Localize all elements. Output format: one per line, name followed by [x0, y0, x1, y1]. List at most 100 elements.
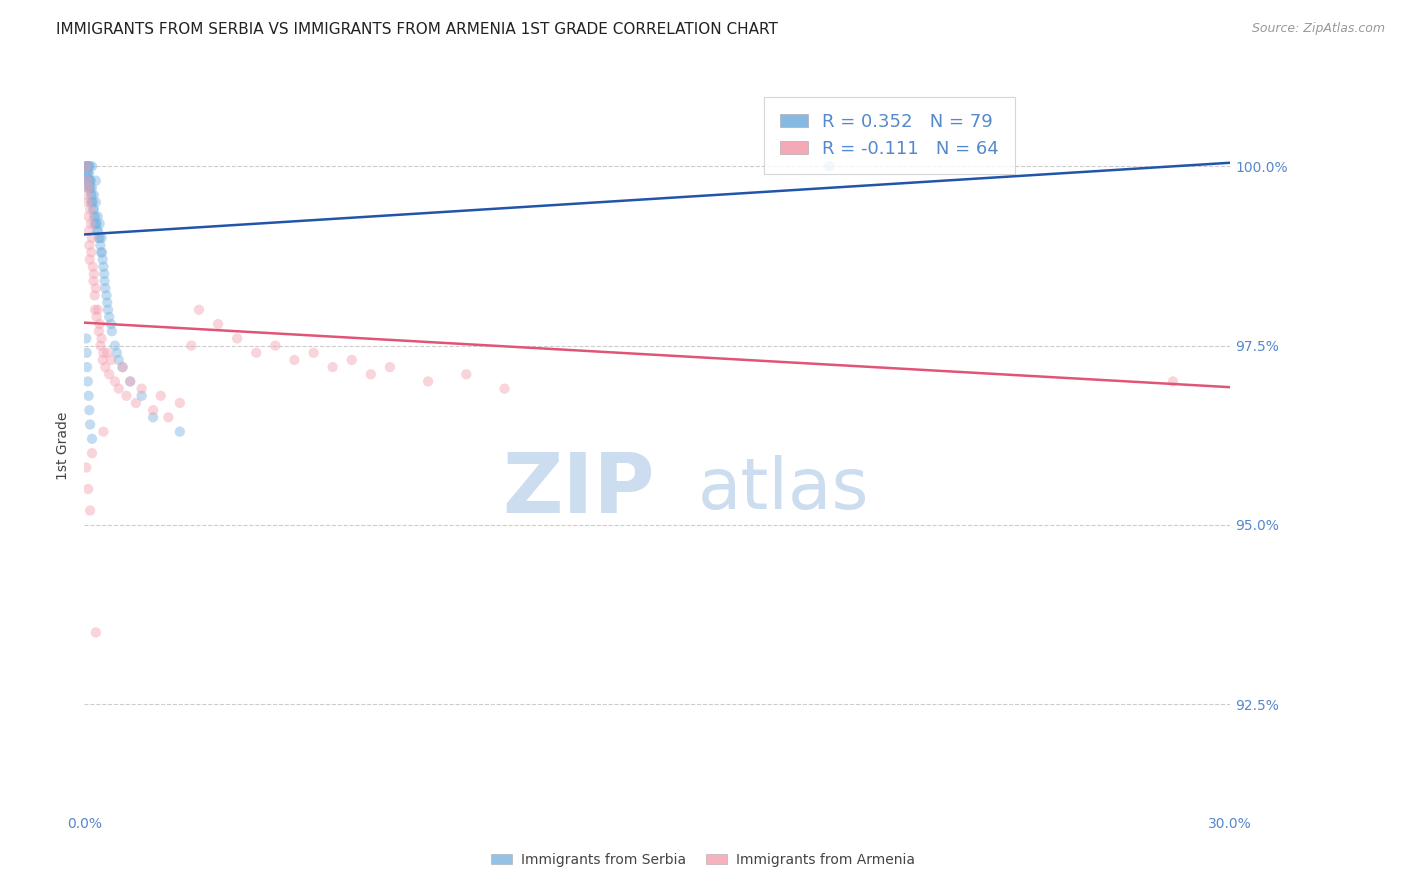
- Point: [115, 389, 138, 403]
- Point: [83, 217, 105, 231]
- Point: [86, 224, 108, 238]
- Point: [76, 360, 98, 375]
- Point: [79, 238, 101, 252]
- Point: [360, 368, 382, 382]
- Legend: R = 0.352   N = 79, R = -0.111   N = 64: R = 0.352 N = 79, R = -0.111 N = 64: [765, 96, 1015, 174]
- Text: IMMIGRANTS FROM SERBIA VS IMMIGRANTS FROM ARMENIA 1ST GRADE CORRELATION CHART: IMMIGRANTS FROM SERBIA VS IMMIGRANTS FRO…: [56, 22, 778, 37]
- Point: [80, 195, 103, 210]
- Point: [111, 360, 134, 375]
- Point: [494, 382, 516, 396]
- Point: [302, 345, 325, 359]
- Point: [77, 174, 100, 188]
- Point: [93, 345, 115, 359]
- Text: Source: ZipAtlas.com: Source: ZipAtlas.com: [1251, 22, 1385, 36]
- Point: [157, 410, 180, 425]
- Point: [76, 188, 98, 202]
- Point: [79, 174, 101, 188]
- Point: [283, 353, 305, 368]
- Point: [79, 181, 101, 195]
- Point: [77, 167, 100, 181]
- Point: [76, 345, 98, 359]
- Point: [87, 231, 110, 245]
- Point: [87, 324, 110, 338]
- Point: [91, 252, 114, 267]
- Point: [98, 310, 121, 324]
- Point: [322, 360, 344, 375]
- Point: [120, 375, 142, 389]
- Point: [82, 260, 104, 274]
- Point: [97, 302, 120, 317]
- Point: [77, 181, 100, 195]
- Point: [80, 432, 103, 446]
- Point: [77, 159, 100, 173]
- Point: [75, 167, 97, 181]
- Point: [90, 245, 112, 260]
- Point: [93, 260, 115, 274]
- Point: [83, 274, 105, 288]
- Point: [76, 195, 98, 210]
- Point: [79, 181, 101, 195]
- Point: [75, 159, 97, 173]
- Point: [75, 159, 97, 173]
- Point: [80, 245, 103, 260]
- Point: [77, 181, 100, 195]
- Point: [86, 217, 108, 231]
- Point: [188, 302, 211, 317]
- Point: [207, 317, 229, 331]
- Point: [96, 288, 118, 302]
- Point: [340, 353, 363, 368]
- Point: [76, 159, 98, 173]
- Point: [76, 375, 98, 389]
- Point: [86, 310, 108, 324]
- Point: [84, 302, 107, 317]
- Point: [90, 231, 112, 245]
- Point: [82, 195, 104, 210]
- Point: [76, 159, 98, 173]
- Point: [94, 281, 117, 295]
- Point: [149, 389, 172, 403]
- Point: [77, 159, 100, 173]
- Text: atlas: atlas: [697, 456, 869, 524]
- Point: [89, 231, 111, 245]
- Point: [79, 159, 101, 173]
- Point: [120, 375, 142, 389]
- Point: [84, 217, 107, 231]
- Point: [98, 368, 121, 382]
- Point: [79, 417, 101, 432]
- Point: [142, 403, 165, 417]
- Point: [84, 281, 107, 295]
- Point: [226, 331, 249, 345]
- Point: [87, 210, 110, 224]
- Point: [75, 460, 97, 475]
- Point: [87, 302, 110, 317]
- Text: ZIP: ZIP: [502, 450, 655, 531]
- Point: [107, 353, 129, 368]
- Point: [180, 338, 202, 352]
- Point: [100, 353, 122, 368]
- Point: [89, 338, 111, 352]
- Point: [77, 167, 100, 181]
- Point: [83, 188, 105, 202]
- Point: [89, 238, 111, 252]
- Point: [93, 274, 115, 288]
- Point: [77, 159, 100, 173]
- Point: [104, 375, 127, 389]
- Point: [80, 188, 103, 202]
- Point: [83, 210, 105, 224]
- Point: [89, 317, 111, 331]
- Point: [76, 174, 98, 188]
- Point: [75, 174, 97, 188]
- Point: [90, 331, 112, 345]
- Point: [79, 503, 101, 517]
- Point: [105, 345, 128, 359]
- Point: [100, 317, 122, 331]
- Point: [84, 210, 107, 224]
- Point: [80, 217, 103, 231]
- Point: [76, 159, 98, 173]
- Point: [83, 202, 105, 217]
- Point: [456, 368, 478, 382]
- Point: [82, 202, 104, 217]
- Point: [77, 482, 100, 496]
- Point: [96, 295, 118, 310]
- Point: [89, 217, 111, 231]
